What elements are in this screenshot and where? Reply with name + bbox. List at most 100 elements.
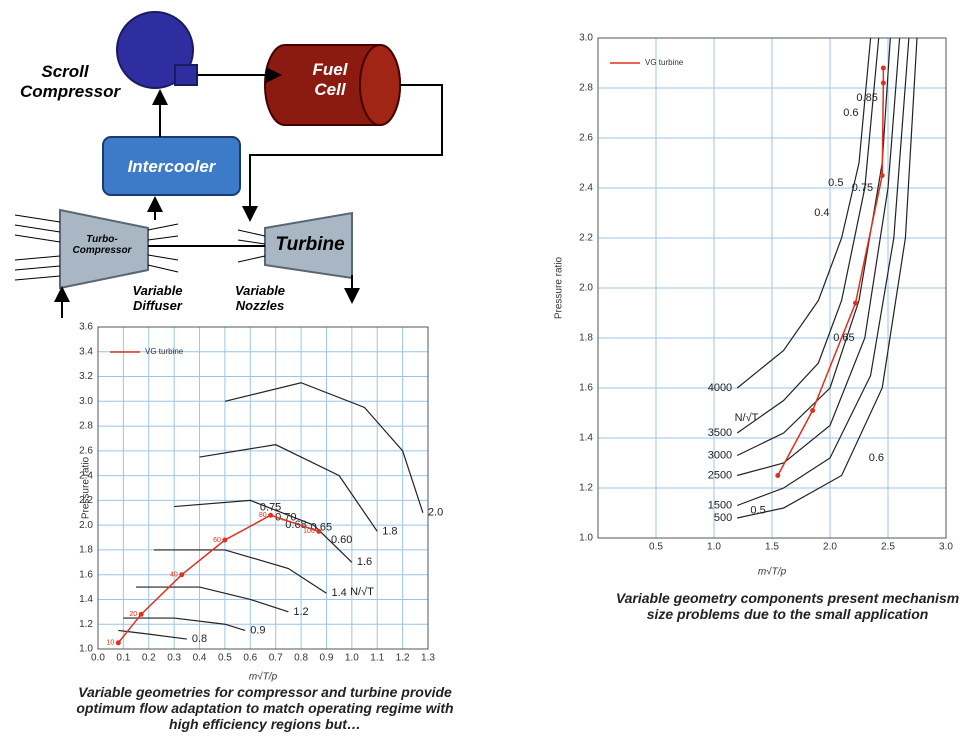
curve-label: 1500: [708, 499, 732, 511]
point: [879, 173, 885, 178]
speed-line: [736, 37, 910, 507]
x-tick-label: 0.0: [91, 653, 105, 664]
y-tick-label: 1.4: [579, 433, 593, 444]
plot-frame: [97, 326, 429, 650]
curve-label: 1.2: [293, 606, 308, 618]
speed-line: [224, 382, 424, 513]
point: [810, 408, 816, 413]
annotation: 0.60: [331, 534, 352, 546]
x-tick-label: 1.0: [345, 653, 359, 664]
y-tick-label: 1.0: [579, 533, 593, 544]
y-tick-label: 1.6: [579, 383, 593, 394]
point-label: 100: [303, 528, 315, 535]
caption: Variable geometries for compressor and t…: [76, 684, 454, 732]
x-tick-label: 0.5: [649, 542, 663, 553]
y-tick-label: 2.4: [79, 470, 93, 481]
scroll-compressor-label: Scroll Compressor: [20, 62, 121, 101]
y-tick-label: 2.6: [579, 133, 593, 144]
y-axis-title: Pressure ratio: [81, 456, 92, 519]
annotation: N/√T: [350, 586, 374, 598]
point: [880, 65, 886, 71]
annotation: 0.70: [275, 512, 296, 524]
speed-line: [737, 37, 901, 477]
y-tick-label: 2.6: [79, 445, 93, 456]
point: [853, 300, 859, 306]
x-tick-label: 1.3: [421, 653, 435, 664]
curve-label: 2500: [708, 469, 732, 481]
variable-diffuser-label: Variable Diffuser: [132, 283, 183, 313]
annotation: 0.5: [828, 177, 843, 189]
speed-line: [736, 37, 891, 457]
speed-line: [153, 549, 327, 594]
legend-label: VG turbine: [645, 58, 684, 67]
x-tick-label: 2.0: [823, 542, 837, 553]
y-tick-label: 1.4: [79, 594, 93, 605]
caption: Variable geometry components present mec…: [615, 590, 960, 622]
point: [268, 512, 274, 518]
y-tick-label: 3.6: [79, 322, 93, 333]
y-tick-label: 2.8: [79, 421, 93, 432]
x-axis-title: m√T/p: [249, 671, 278, 683]
curve-label: 1.6: [357, 556, 372, 568]
speed-line: [737, 37, 918, 519]
speed-line: [736, 37, 880, 434]
annotation: 0.75: [260, 502, 281, 514]
operating-line: [117, 514, 320, 644]
x-tick-label: 3.0: [939, 542, 953, 553]
fuel-cell-label: Fuel Cell: [312, 60, 348, 99]
y-tick-label: 1.2: [579, 483, 593, 494]
y-axis-title: Pressure ratio: [554, 256, 565, 319]
y-tick-label: 3.4: [79, 346, 93, 357]
point: [115, 640, 121, 646]
speed-line: [118, 629, 187, 640]
x-tick-label: 0.8: [294, 653, 308, 664]
point-label: 10: [107, 640, 115, 647]
x-tick-label: 0.3: [167, 653, 181, 664]
x-tick-label: 1.1: [370, 653, 384, 664]
point-label: 20: [129, 611, 137, 618]
speed-line: [736, 37, 872, 389]
curve-label: 0.9: [250, 624, 265, 636]
x-tick-label: 0.2: [142, 653, 156, 664]
turbine-label: Turbine: [275, 234, 345, 255]
curve-label: 4000: [708, 382, 732, 394]
y-tick-label: 1.8: [79, 545, 93, 556]
y-tick-label: 3.0: [579, 33, 593, 44]
x-tick-label: 1.0: [707, 542, 721, 553]
curve-label: 0.8: [192, 633, 207, 645]
curve-label: 500: [714, 512, 732, 524]
intercooler-label: Intercooler: [127, 157, 216, 176]
y-tick-label: 1.8: [579, 333, 593, 344]
annotation: 0.75: [852, 182, 873, 194]
point: [222, 537, 228, 543]
point: [316, 528, 322, 534]
y-tick-label: 2.4: [579, 183, 593, 194]
x-tick-label: 2.5: [881, 542, 895, 553]
x-tick-label: 0.5: [218, 653, 232, 664]
plot-area: [97, 326, 429, 650]
y-tick-label: 2.8: [579, 83, 593, 94]
x-tick-label: 1.2: [396, 653, 410, 664]
curve-label: 3500: [708, 427, 732, 439]
diagram-shapes: [14, 11, 443, 318]
point: [880, 80, 886, 86]
speed-line: [123, 617, 246, 631]
x-tick-label: 0.6: [243, 653, 257, 664]
speed-line: [174, 499, 353, 563]
speed-line: [136, 586, 289, 613]
x-tick-label: 0.7: [269, 653, 283, 664]
turbo-compressor-label: Turbo-Compressor: [72, 234, 132, 256]
y-tick-label: 1.6: [79, 569, 93, 580]
annotation: N/√T: [735, 412, 759, 424]
y-tick-label: 1.2: [79, 619, 93, 630]
variable-nozzles-label: Variable Nozzles: [234, 283, 286, 313]
y-tick-label: 1.0: [79, 644, 93, 655]
x-axis-title: m√T/p: [758, 566, 787, 578]
point-label: 40: [170, 572, 178, 579]
point-label: 60: [213, 537, 221, 544]
curve-label: 1.8: [382, 525, 397, 537]
annotation: 0.65: [833, 332, 854, 344]
point: [179, 572, 185, 578]
